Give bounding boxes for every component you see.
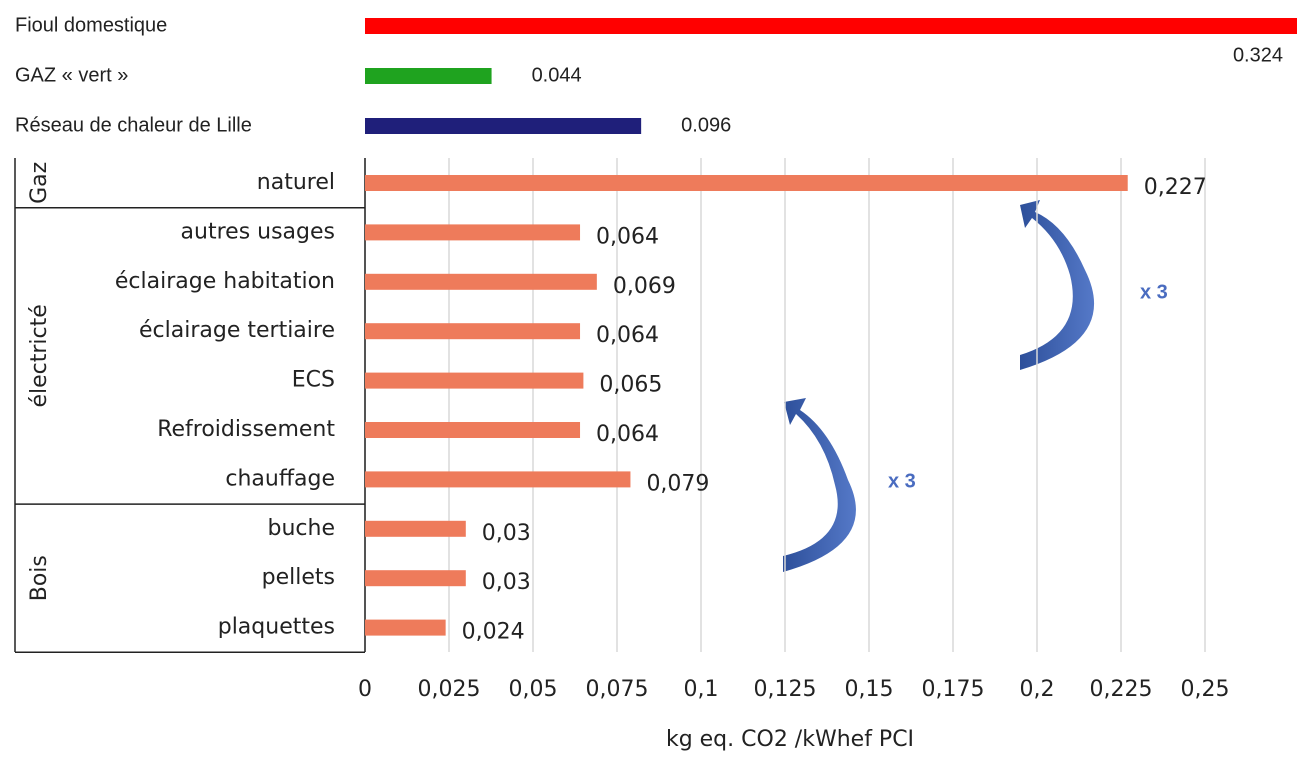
- value-label: 0,064: [596, 323, 659, 348]
- x-tick-label: 0,2: [1020, 677, 1055, 702]
- bar: [365, 323, 581, 340]
- category-label: éclairage habitation: [115, 269, 335, 294]
- category-label: pellets: [262, 565, 335, 590]
- value-label: 0,03: [482, 521, 531, 546]
- bar: [365, 619, 446, 636]
- bar: [365, 118, 642, 134]
- value-label: 0,064: [596, 224, 659, 249]
- bar: [365, 570, 466, 587]
- annotation: x 3: [1140, 281, 1168, 303]
- value-label: 0,064: [596, 422, 659, 447]
- x-tick-label: 0,125: [754, 677, 817, 702]
- category-label: autres usages: [181, 219, 335, 244]
- bar: [365, 422, 581, 438]
- x-tick-label: 0,1: [684, 677, 719, 702]
- group-label: Bois: [27, 555, 52, 601]
- value-label: 0.096: [681, 114, 731, 136]
- value-label: 0,03: [482, 570, 531, 595]
- bar: [365, 224, 581, 241]
- bar: [365, 471, 631, 488]
- category-label: GAZ « vert »: [15, 64, 128, 86]
- bar: [365, 273, 597, 290]
- category-label: Fioul domestique: [15, 14, 167, 36]
- bar: [365, 372, 584, 389]
- x-tick-label: 0,225: [1090, 677, 1153, 702]
- x-tick-label: 0,075: [586, 677, 649, 702]
- value-label: 0,069: [613, 274, 676, 299]
- category-label: Réseau de chaleur de Lille: [15, 114, 252, 136]
- value-label: 0.044: [532, 64, 582, 86]
- category-label: buche: [268, 516, 335, 541]
- category-label: naturel: [257, 170, 335, 195]
- arrow: [1020, 200, 1095, 370]
- category-label: Refroidissement: [157, 417, 335, 442]
- bar: [365, 18, 1297, 34]
- value-label: 0,227: [1144, 175, 1207, 200]
- x-tick-label: 0,15: [845, 677, 894, 702]
- bar: [365, 68, 492, 84]
- bar: [365, 520, 466, 537]
- value-label: 0.324: [1233, 44, 1283, 66]
- category-label: ECS: [292, 368, 335, 393]
- bar: [365, 175, 1128, 191]
- value-label: 0,065: [599, 373, 662, 398]
- group-label: électricté: [27, 304, 52, 407]
- x-tick-label: 0,175: [922, 677, 985, 702]
- x-tick-label: 0,25: [1181, 677, 1230, 702]
- annotation: x 3: [888, 470, 916, 492]
- category-label: éclairage tertiaire: [139, 318, 335, 343]
- arrow: [783, 398, 856, 572]
- x-tick-label: 0,025: [418, 677, 481, 702]
- group-label: Gaz: [27, 162, 52, 204]
- value-label: 0,024: [462, 620, 525, 645]
- x-axis-label: kg eq. CO2 /kWhef PCI: [666, 727, 914, 752]
- x-tick-label: 0,05: [509, 677, 558, 702]
- x-tick-label: 0: [358, 677, 372, 702]
- category-label: chauffage: [225, 466, 335, 491]
- value-label: 0,079: [646, 471, 709, 496]
- category-label: plaquettes: [218, 615, 335, 640]
